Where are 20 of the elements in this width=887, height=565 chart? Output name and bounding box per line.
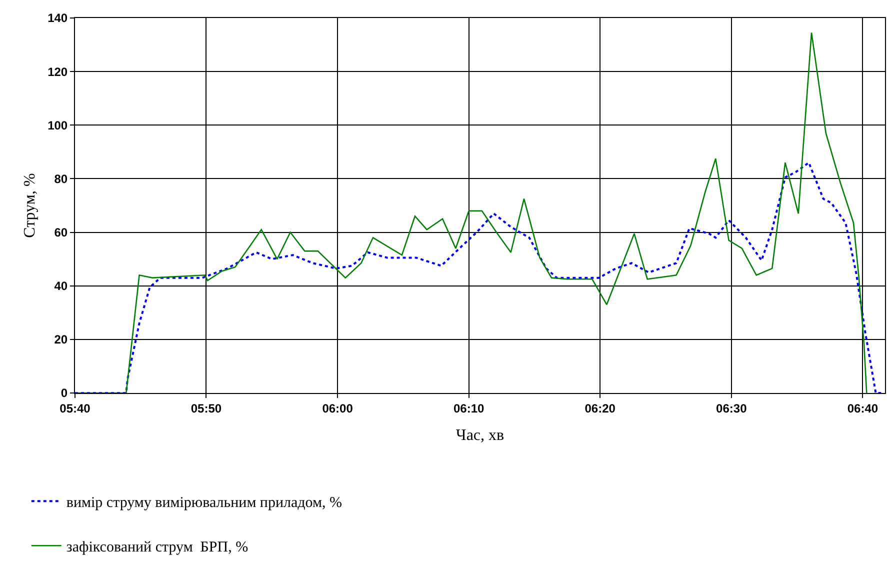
y-tick-label: 0 (60, 386, 68, 400)
x-tick-label: 06:10 (454, 401, 485, 416)
x-tick-label: 06:40 (847, 401, 878, 416)
y-axis-title: Струм, % (21, 173, 38, 238)
x-tick-label: 06:30 (716, 401, 748, 416)
y-tick-label: 80 (54, 172, 68, 186)
x-tick-label: 06:00 (322, 401, 354, 416)
y-tick-label: 100 (48, 118, 68, 132)
x-tick-label: 05:50 (190, 401, 222, 416)
y-tick-label: 40 (54, 279, 68, 294)
x-tick-label: 05:40 (60, 401, 91, 416)
legend-label: вимір струму вимірювальним приладом, % (66, 494, 342, 511)
y-tick-label: 20 (54, 332, 68, 347)
y-tick-label: 140 (48, 11, 68, 26)
y-tick-label: 120 (48, 64, 68, 79)
x-axis-title: Час, хв (456, 427, 505, 444)
x-tick-label: 06:20 (584, 401, 616, 416)
line-series (75, 32, 868, 393)
y-tick-label: 60 (54, 225, 68, 240)
legend-label: зафіксований струм БРП, % (66, 539, 248, 556)
